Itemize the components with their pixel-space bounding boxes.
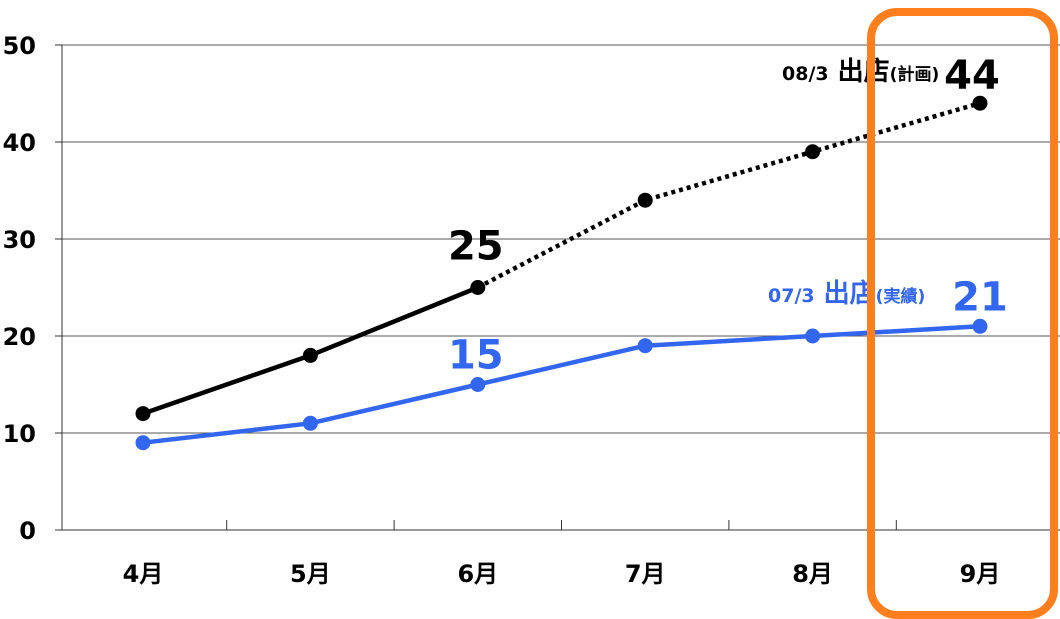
x-tick-label: 6月 [457,560,498,588]
x-tick-label: 9月 [960,560,1001,588]
series-name-part: (計画) [890,64,940,85]
series-0-name: 08/3 出店(計画) [782,57,939,87]
x-tick-label: 5月 [290,560,331,588]
series-0-point-4月 [136,406,151,421]
grid-lines [62,45,1060,433]
series-0-line-dotted [478,103,980,287]
series-0-point-7月 [638,193,653,208]
series-lines [143,103,980,443]
series-name-part: 出店 [815,279,876,309]
y-axis-ticks: 0 10 20 30 40 50 [3,32,36,545]
series-points [136,96,988,451]
series-0-point-6月 [470,280,485,295]
series-0-point-5月 [303,348,318,363]
series-1-point-9月 [973,319,988,334]
value-label-25: 25 [448,224,504,270]
series-0-point-8月 [805,144,820,159]
y-tick-label: 50 [3,32,36,60]
y-tick-label: 20 [3,323,36,351]
series-1-name: 07/3 出店(実績) [768,279,925,309]
x-tick-label: 8月 [792,560,833,588]
value-label-44: 44 [944,53,1000,99]
value-label-21: 21 [952,274,1008,320]
series-1-point-4月 [136,435,151,450]
series-1-point-5月 [303,416,318,431]
y-tick-label: 0 [19,517,36,545]
value-label-15: 15 [448,333,504,379]
x-tick-label: 4月 [123,560,164,588]
series-name-part: 08/3 [782,63,829,85]
series-1-line-solid [143,326,980,442]
series-name-part: 07/3 [768,285,815,307]
y-tick-label: 40 [3,129,36,157]
series-name-part: 出店 [829,57,890,87]
x-tick-label: 7月 [625,560,666,588]
y-tick-label: 30 [3,226,36,254]
series-name-part: (実績) [876,286,926,307]
series-1-point-6月 [470,377,485,392]
y-tick-label: 10 [3,420,36,448]
series-1-point-7月 [638,338,653,353]
series-1-point-8月 [805,329,820,344]
